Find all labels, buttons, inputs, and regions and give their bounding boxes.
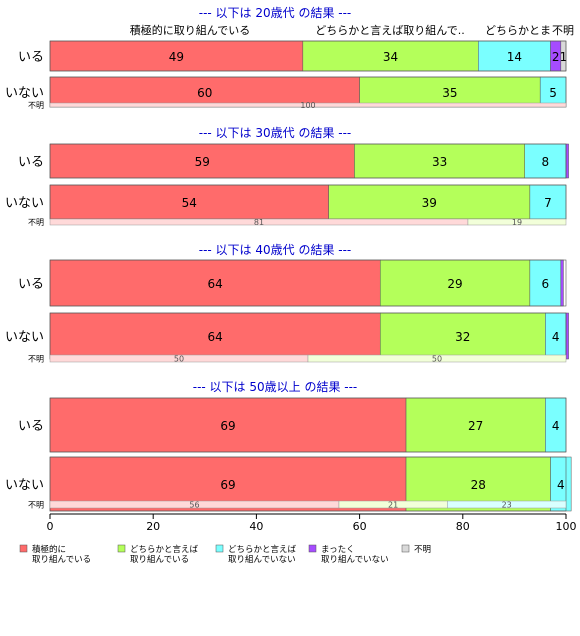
data-label: 64 bbox=[207, 330, 222, 344]
panel-title: --- 以下は 50歳以上 の結果 --- bbox=[193, 380, 358, 394]
unknown-row-label: 不明 bbox=[28, 355, 44, 364]
data-label: 34 bbox=[383, 50, 398, 64]
panel-title: --- 以下は 20歳代 の結果 --- bbox=[199, 6, 352, 20]
data-label: 54 bbox=[182, 196, 197, 210]
data-label: 4 bbox=[552, 330, 560, 344]
row-label: いる bbox=[18, 155, 44, 170]
header-label: どちらかとま bbox=[485, 24, 551, 37]
panel-title: --- 以下は 30歳代 の結果 --- bbox=[199, 126, 352, 140]
legend-label: どちらかと言えば bbox=[130, 544, 199, 555]
row-label: いる bbox=[18, 419, 44, 434]
row-label: いる bbox=[18, 50, 44, 65]
bar-outline bbox=[49, 259, 567, 307]
unknown-data-label: 56 bbox=[189, 501, 199, 510]
data-label: 60 bbox=[197, 86, 212, 100]
data-label: 7 bbox=[544, 196, 552, 210]
data-label: 64 bbox=[207, 277, 222, 291]
bar-segment bbox=[405, 397, 546, 453]
unknown-data-label: 50 bbox=[174, 355, 184, 364]
legend-label: 取り組んでいる bbox=[130, 554, 189, 565]
x-tick-label: 40 bbox=[249, 520, 263, 533]
bar-segment bbox=[529, 259, 562, 307]
x-tick-label: 80 bbox=[456, 520, 470, 533]
row-label: いる bbox=[18, 277, 44, 292]
unknown-bar-segment bbox=[467, 218, 567, 226]
data-label: 6 bbox=[542, 277, 550, 291]
legend-label: 不明 bbox=[414, 545, 431, 555]
bar-segment bbox=[49, 397, 407, 453]
x-tick-label: 0 bbox=[47, 520, 54, 533]
unknown-data-label: 19 bbox=[512, 218, 522, 227]
data-label: 27 bbox=[468, 419, 483, 433]
legend-label: まったく bbox=[321, 545, 355, 555]
bar-segment bbox=[354, 143, 525, 179]
header-label: 不明 bbox=[552, 24, 574, 37]
data-label: 1 bbox=[560, 50, 568, 64]
bar-segment bbox=[565, 312, 569, 360]
x-tick-label: 20 bbox=[146, 520, 160, 533]
bar-outline bbox=[49, 456, 567, 512]
data-label: 28 bbox=[471, 478, 486, 492]
bar-segment bbox=[565, 143, 569, 179]
unknown-data-label: 100 bbox=[300, 101, 315, 110]
unknown-bar-segment bbox=[447, 500, 567, 509]
bar-segment bbox=[302, 40, 479, 72]
legend-label: 取り組んでいない bbox=[321, 554, 389, 565]
row-label: いない bbox=[5, 478, 44, 493]
legend-label: どちらかと言えば bbox=[228, 544, 297, 555]
unknown-row-label: 不明 bbox=[28, 501, 44, 510]
unknown-data-label: 21 bbox=[388, 501, 398, 510]
data-label: 39 bbox=[422, 196, 437, 210]
data-label: 2 bbox=[552, 50, 560, 64]
legend-swatch bbox=[215, 544, 224, 553]
row-label: いない bbox=[5, 330, 44, 345]
legend-label: 取り組んでいない bbox=[228, 554, 296, 565]
legend-label: 取り組んでいる bbox=[32, 554, 91, 565]
data-label: 4 bbox=[557, 478, 565, 492]
data-label: 59 bbox=[195, 155, 210, 169]
legend-label: 積極的に bbox=[32, 544, 66, 555]
bar-segment bbox=[49, 184, 329, 220]
unknown-bar-segment bbox=[49, 102, 567, 108]
unknown-data-label: 81 bbox=[254, 218, 264, 227]
panel-title: --- 以下は 40歳代 の結果 --- bbox=[199, 243, 352, 257]
row-label: いない bbox=[5, 196, 44, 211]
legend-swatch bbox=[308, 544, 317, 553]
data-label: 4 bbox=[552, 419, 560, 433]
x-tick-label: 60 bbox=[353, 520, 367, 533]
unknown-data-label: 23 bbox=[502, 501, 512, 510]
bar-outline bbox=[49, 143, 567, 179]
legend-swatch bbox=[117, 544, 126, 553]
x-tick-label: 100 bbox=[556, 520, 577, 533]
header-label: 積極的に取り組んでいる bbox=[130, 23, 250, 37]
data-label: 5 bbox=[549, 86, 557, 100]
bar-segment bbox=[529, 184, 567, 220]
row-label: いない bbox=[5, 86, 44, 101]
unknown-bar-segment bbox=[307, 354, 567, 363]
bar-outline bbox=[49, 40, 567, 72]
bar-segment bbox=[49, 40, 304, 72]
data-label: 35 bbox=[442, 86, 457, 100]
data-label: 14 bbox=[507, 50, 522, 64]
bar-outline bbox=[49, 397, 567, 453]
data-label: 32 bbox=[455, 330, 470, 344]
unknown-data-label: 50 bbox=[432, 355, 442, 364]
data-label: 33 bbox=[432, 155, 447, 169]
legend-swatch bbox=[19, 544, 28, 553]
data-label: 69 bbox=[220, 478, 235, 492]
data-label: 69 bbox=[220, 419, 235, 433]
data-label: 29 bbox=[447, 277, 462, 291]
bar-segment bbox=[379, 312, 546, 360]
unknown-row-label: 不明 bbox=[28, 218, 44, 227]
legend-swatch bbox=[401, 544, 410, 553]
unknown-row-label: 不明 bbox=[28, 101, 44, 110]
data-label: 49 bbox=[169, 50, 184, 64]
header-label: どちらかと言えば取り組んで.. bbox=[315, 24, 464, 37]
bar-segment bbox=[560, 259, 564, 307]
data-label: 8 bbox=[542, 155, 550, 169]
